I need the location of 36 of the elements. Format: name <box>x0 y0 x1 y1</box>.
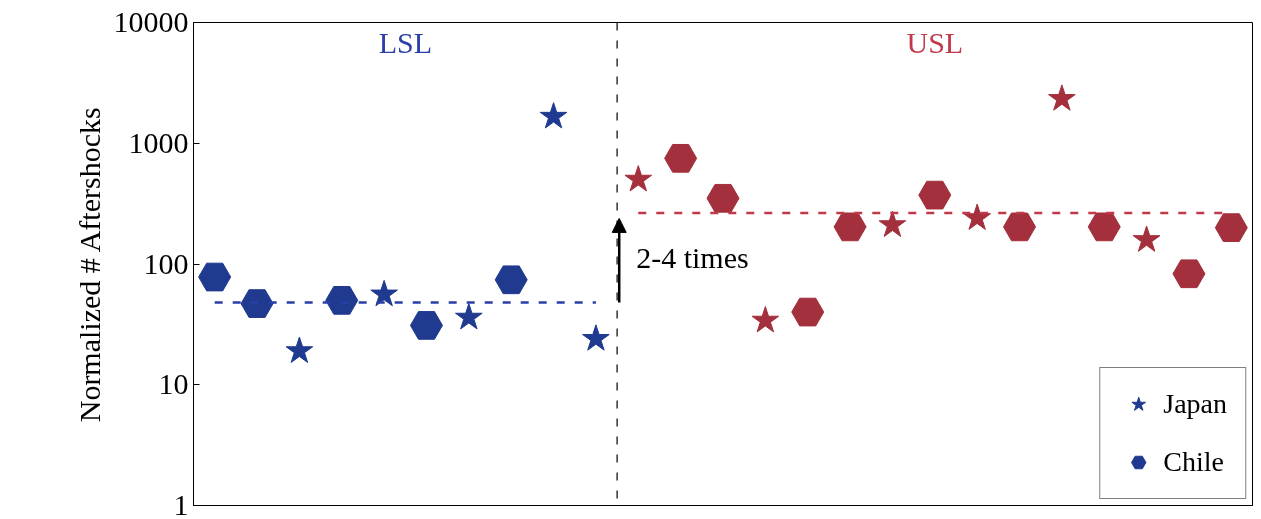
point <box>285 336 314 363</box>
point <box>1087 212 1121 242</box>
point <box>1172 259 1206 289</box>
point <box>539 102 568 129</box>
point <box>409 311 443 340</box>
point <box>370 279 398 307</box>
point <box>664 143 698 173</box>
legend-label: Chile <box>1163 446 1224 478</box>
point <box>582 324 610 351</box>
y-tick-label: 10000 <box>113 5 189 38</box>
annotation: LSL <box>378 25 432 59</box>
point <box>1048 84 1076 111</box>
y-tick-label: 1000 <box>128 125 189 159</box>
point <box>240 289 274 318</box>
point <box>791 297 825 327</box>
y-tick-label: 1 <box>173 488 189 519</box>
point <box>494 265 528 295</box>
point <box>751 306 780 333</box>
point <box>1214 213 1248 243</box>
legend-label: Japan <box>1163 388 1227 420</box>
point <box>1003 212 1037 242</box>
point <box>455 303 483 330</box>
y-tick-label: 10 <box>158 367 189 401</box>
annotation: USL <box>906 25 964 59</box>
y-axis-title: Normalized # Aftershocks <box>72 107 106 423</box>
point <box>878 210 907 237</box>
point <box>963 203 991 230</box>
point <box>918 180 952 210</box>
point <box>1132 225 1161 252</box>
y-tick-label: 100 <box>143 246 189 280</box>
annotation: 2-4 times <box>636 241 749 275</box>
point <box>706 183 740 213</box>
point <box>624 165 653 192</box>
point <box>833 212 867 242</box>
point <box>198 262 232 292</box>
point <box>325 285 359 315</box>
